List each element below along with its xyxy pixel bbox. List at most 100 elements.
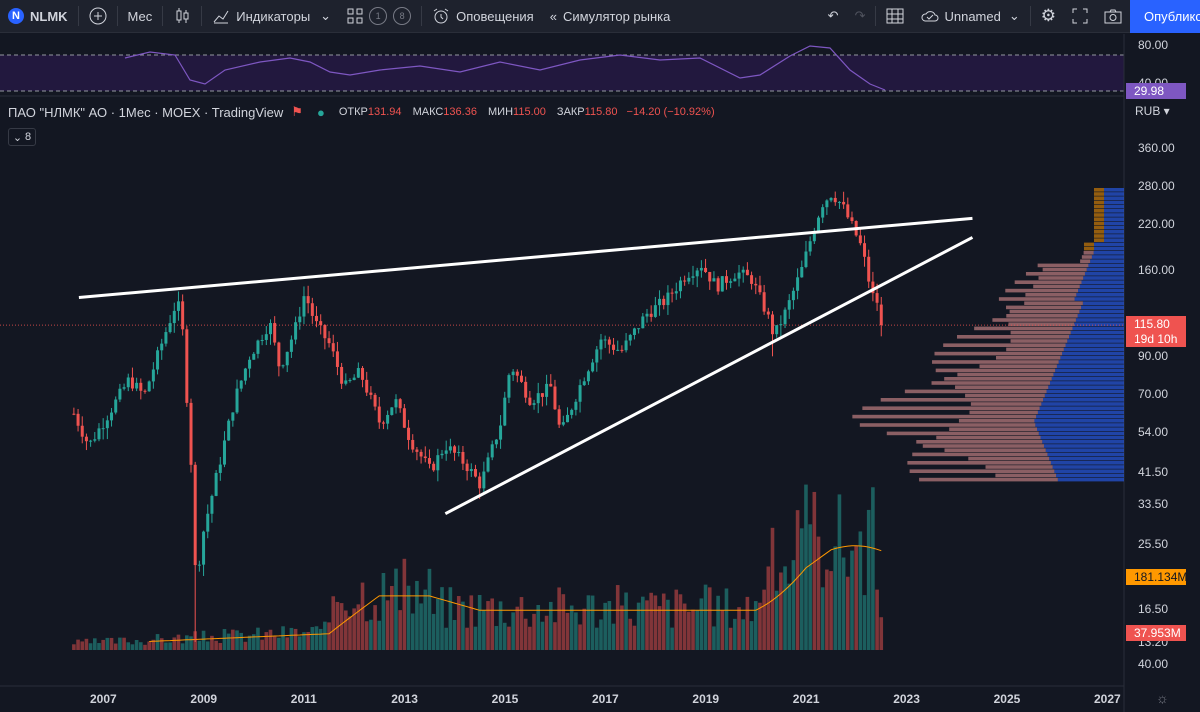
- profile-bar-up: [1088, 263, 1124, 268]
- candle-body: [411, 439, 415, 450]
- candle-body: [118, 388, 122, 400]
- candle-body: [335, 351, 339, 367]
- volume-bar: [105, 637, 110, 650]
- candle-body: [310, 303, 314, 316]
- layout-name-label: Unnamed: [944, 8, 1001, 24]
- chart-canvas[interactable]: [0, 34, 1200, 712]
- candle-body: [653, 305, 657, 317]
- publish-button[interactable]: Опубликовать: [1130, 0, 1200, 33]
- volume-bar: [578, 624, 582, 650]
- candle-body: [365, 379, 369, 393]
- rsi-pane: [0, 45, 1124, 92]
- indicators-button[interactable]: Индикаторы ⌄: [204, 0, 339, 33]
- auto-scale-icon[interactable]: ☼: [1156, 690, 1169, 706]
- profile-bar-down: [1094, 221, 1104, 226]
- price-tick: 280.00: [1138, 179, 1175, 193]
- profile-bar-up: [1084, 272, 1124, 276]
- redo-button[interactable]: ↷: [847, 0, 874, 33]
- candle-body: [762, 292, 766, 312]
- settings-button[interactable]: ⚙: [1033, 0, 1064, 33]
- undo-button[interactable]: ↶: [820, 0, 847, 33]
- candle-body: [511, 371, 515, 376]
- layout-name-button[interactable]: Unnamed ⌄: [912, 0, 1027, 33]
- trendlines[interactable]: [78, 216, 974, 515]
- legend-collapsed-count: 8: [25, 131, 32, 143]
- candle-body: [515, 371, 519, 376]
- candle-body: [645, 313, 649, 317]
- volume-bar: [678, 594, 683, 650]
- volume-bar: [385, 600, 390, 650]
- profile-bar-up: [1055, 368, 1124, 373]
- candle-body: [599, 339, 603, 350]
- profile-bar-up: [1094, 246, 1124, 251]
- circle-8-icon[interactable]: 8: [393, 7, 412, 25]
- candle-body: [331, 343, 335, 352]
- volume-bar: [837, 494, 842, 650]
- volume-bar: [185, 635, 189, 650]
- flag-icon[interactable]: ⚑: [291, 104, 303, 119]
- compare-button[interactable]: [81, 0, 115, 33]
- candle-body: [319, 321, 323, 326]
- profile-bar-up: [1057, 477, 1124, 482]
- volume-bar: [553, 622, 557, 650]
- volume-bar: [632, 625, 637, 650]
- replay-button[interactable]: « Симулятор рынка: [542, 0, 679, 33]
- legend-collapse-button[interactable]: ⌄ 8: [8, 128, 36, 146]
- profile-bar-down: [943, 343, 1066, 347]
- profile-bar-up: [1044, 393, 1124, 398]
- trendline-upper-resistance[interactable]: [78, 216, 973, 299]
- alerts-button[interactable]: Оповещения: [424, 0, 542, 33]
- candle-body: [294, 322, 298, 340]
- candle-body: [377, 406, 381, 423]
- profile-bar-down: [1094, 230, 1104, 234]
- profile-bar-up: [1050, 461, 1124, 465]
- profile-bar-down: [912, 452, 1048, 457]
- volume-bar: [360, 582, 365, 650]
- profile-bar-down: [1094, 192, 1104, 196]
- volume-bar: [473, 626, 478, 650]
- templates-button[interactable]: 1 8: [339, 0, 419, 33]
- volume-bar: [302, 632, 306, 650]
- volume-bar: [586, 595, 591, 650]
- candles-icon: [176, 8, 189, 23]
- volume-bar: [745, 596, 750, 650]
- circle-1-icon[interactable]: 1: [369, 7, 388, 25]
- chevron-down-icon: ⌄: [320, 8, 332, 23]
- volume-bar: [139, 642, 143, 650]
- profile-bar-up: [1078, 288, 1124, 293]
- candle-body: [436, 455, 440, 471]
- volume-bar: [653, 595, 658, 650]
- volume-bar: [381, 572, 386, 650]
- candle-body: [770, 314, 774, 335]
- candle-body: [733, 278, 737, 282]
- profile-bar-up: [1104, 213, 1124, 217]
- profile-bar-up: [1070, 330, 1124, 335]
- candle-body: [842, 201, 846, 205]
- currency-selector[interactable]: RUB ▾: [1135, 104, 1170, 118]
- rsi-line: [124, 45, 886, 91]
- price-tick: 70.00: [1138, 387, 1169, 401]
- volume-bar: [753, 601, 758, 650]
- candle-body: [348, 380, 352, 382]
- price-tick: 220.00: [1138, 217, 1175, 231]
- volume-bar: [816, 536, 821, 650]
- fullscreen-button[interactable]: [1064, 0, 1096, 33]
- profile-bar-up: [1079, 309, 1124, 314]
- redo-icon: ↷: [854, 8, 866, 23]
- profile-bar-down: [985, 465, 1053, 469]
- profile-bar-down: [992, 318, 1076, 322]
- symbol-search[interactable]: N NLMK: [0, 0, 76, 33]
- candle-body: [490, 444, 494, 458]
- interval-button[interactable]: Мес: [127, 8, 153, 24]
- candle-body: [285, 351, 289, 366]
- snapshot-button[interactable]: [1096, 0, 1130, 33]
- trendline-lower-support[interactable]: [444, 236, 974, 515]
- legend-title[interactable]: ПАО "НЛМК" АО · 1Мес · MOEX · TradingVie…: [8, 104, 284, 120]
- layout-grid-button[interactable]: [878, 0, 912, 33]
- profile-bar-down: [859, 423, 1036, 427]
- candle-body: [758, 285, 762, 293]
- chart-type-button[interactable]: [165, 0, 199, 33]
- profile-bar-down: [919, 477, 1058, 482]
- candle-body: [264, 334, 268, 340]
- volume-bar: [461, 601, 465, 650]
